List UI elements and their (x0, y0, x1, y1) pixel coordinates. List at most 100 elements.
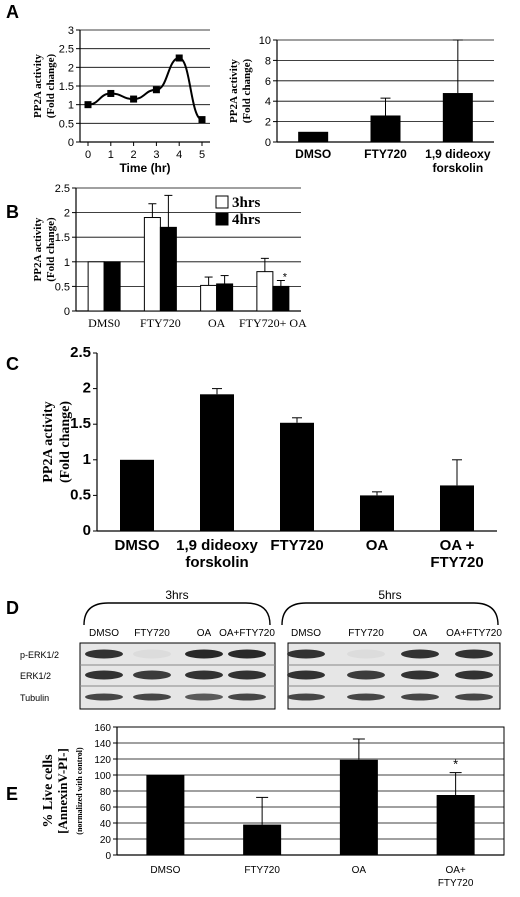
y-tick-label: 0.5 (55, 281, 70, 293)
blot-band (401, 649, 439, 659)
y-tick-label: 2.5 (59, 44, 74, 56)
y-axis-label: (Fold change) (58, 401, 73, 483)
y-tick-label: 3 (68, 25, 74, 37)
bar (298, 131, 329, 142)
x-tick-label: 3 (153, 149, 159, 161)
lane-label: OA (197, 628, 212, 639)
blot-band (85, 670, 123, 680)
panel-label-b: B (6, 202, 19, 222)
time-bracket (83, 602, 271, 626)
y-tick-label: 0 (105, 851, 111, 862)
legend-swatch (215, 195, 229, 209)
bar (103, 261, 121, 312)
blot-band (287, 693, 325, 701)
bar (200, 284, 218, 312)
blot-band (347, 670, 385, 680)
x-tick-label: 1,9 dideoxy (425, 147, 491, 161)
data-point (84, 101, 92, 109)
y-tick-label: 1 (83, 451, 91, 468)
y-tick-label: 8 (265, 55, 271, 67)
y-tick-label: 20 (100, 835, 112, 846)
bar (216, 283, 234, 312)
chart-b-timepoints: 0 0.5 1 1.5 2 2.5 PP2A activity (Fold change) DM… (32, 183, 307, 330)
x-tick-label: FTY720 (364, 147, 407, 161)
blot-band (185, 693, 223, 701)
lane-label: DMSO (291, 628, 321, 639)
lane-label: OA+FTY720 (219, 628, 275, 639)
bar (442, 93, 473, 142)
y-axis-label: PP2A activity (32, 54, 44, 118)
y-tick-label: 160 (94, 723, 111, 734)
blot-band (85, 693, 123, 701)
bar (370, 115, 401, 142)
bar (272, 285, 290, 312)
legend-label: 3hrs (232, 195, 261, 211)
blot-band (228, 649, 266, 659)
y-axis-label: (Fold change) (45, 217, 57, 282)
chart-c-treatments: 0 0.5 1 1.5 2 2.5 PP2A activity (Fold change) DM… (41, 344, 497, 571)
y-tick-label: 1 (64, 257, 70, 269)
y-tick-label: 10 (259, 35, 271, 47)
blot-band (133, 670, 171, 680)
data-point (130, 95, 138, 103)
legend-swatch (215, 212, 229, 226)
blot-band (185, 670, 223, 680)
y-tick-label: 2 (68, 62, 74, 74)
bar (256, 271, 274, 312)
y-axis-label: PP2A activity (41, 401, 56, 482)
bar (243, 824, 282, 855)
y-tick-label: 1 (68, 100, 74, 112)
x-tick-label: forskolin (185, 554, 248, 571)
y-tick-label: 6 (265, 76, 271, 88)
x-tick-label: DMS0 (88, 316, 120, 330)
blot-band (185, 649, 223, 659)
data-point (175, 54, 183, 62)
bar (159, 226, 177, 312)
blot-band (455, 693, 493, 701)
bar (280, 422, 314, 531)
plot-frame (116, 726, 505, 856)
x-tick-label: DMSO (150, 865, 180, 876)
blot-band (401, 693, 439, 701)
row-label: Tubulin (20, 693, 49, 703)
y-tick-label: 4 (265, 96, 271, 108)
y-axis-label: (normalized with control) (75, 747, 84, 835)
x-tick-label: OA (208, 316, 226, 330)
blot-band (133, 649, 171, 659)
row-label: ERK1/2 (20, 671, 51, 681)
western-blot-d: 3hrs 5hrs DMSO FTY720 OA OA+FTY720 DMSO FTY720 O… (20, 588, 502, 710)
y-tick-label: 2.5 (70, 344, 91, 361)
x-tick-label: 0 (85, 149, 91, 161)
x-tick-label: DMSO (115, 537, 160, 554)
lane-label: OA+FTY720 (446, 628, 502, 639)
y-axis-label: [AnnexinV-PI-] (55, 748, 70, 834)
y-tick-label: 0 (68, 137, 74, 149)
y-tick-label: 140 (94, 739, 111, 750)
lane-label: FTY720 (134, 628, 170, 639)
bar (143, 217, 161, 312)
row-label: p-ERK1/2 (20, 650, 59, 660)
panel-label-e: E (6, 784, 18, 804)
significance-marker: * (453, 757, 458, 772)
x-tick-label: 4 (176, 149, 182, 161)
bar (339, 759, 378, 855)
blot-band (133, 693, 171, 701)
x-tick-label: 1,9 dideoxy (176, 537, 258, 554)
y-tick-label: 1.5 (59, 81, 74, 93)
blot-band (287, 670, 325, 680)
x-tick-label: FTY720 (244, 865, 280, 876)
blot-band (455, 649, 493, 659)
chart-a-time-course: 0 0.5 1 1.5 2 2.5 3 PP2A activity (Fold change) 0… (32, 25, 210, 175)
x-tick-label: OA (366, 537, 389, 554)
blot-band (401, 670, 439, 680)
chart-a-treatments: 0 2 4 6 8 10 PP2A activity (Fold change) DMSO FTY… (228, 35, 494, 175)
x-tick-label: forskolin (432, 161, 483, 175)
y-tick-label: 120 (94, 755, 111, 766)
data-point (152, 86, 160, 94)
data-point (198, 116, 206, 124)
bar (360, 495, 394, 531)
x-tick-label: FTY720 (270, 537, 323, 554)
x-tick-label: FTY720 (140, 316, 181, 330)
blot-band (347, 693, 385, 701)
y-tick-label: 60 (100, 803, 112, 814)
